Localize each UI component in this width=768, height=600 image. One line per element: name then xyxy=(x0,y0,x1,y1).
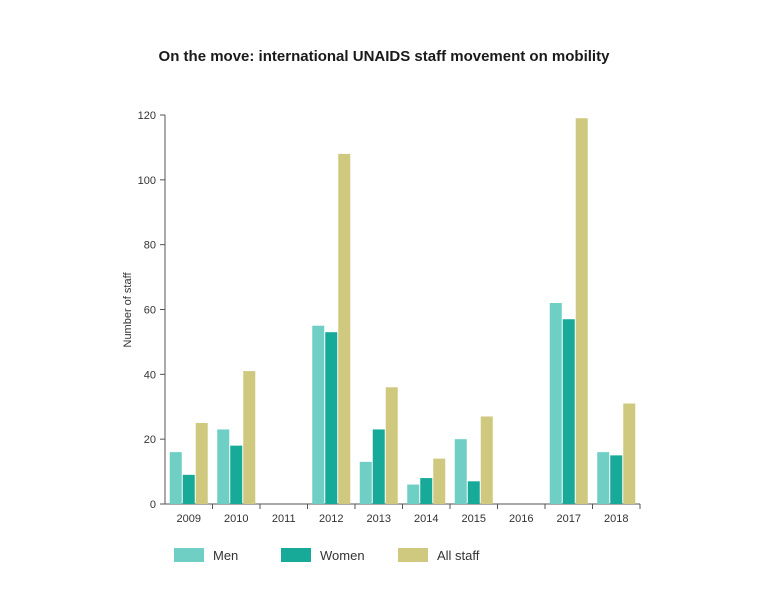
y-tick-label: 0 xyxy=(150,499,156,511)
bar-all-staff-2017 xyxy=(575,118,588,504)
legend-label: Men xyxy=(213,548,238,563)
x-tick-label: 2009 xyxy=(177,513,201,525)
x-tick-label: 2011 xyxy=(272,513,296,525)
y-tick-label: 80 xyxy=(144,240,156,252)
bar-men-2017 xyxy=(549,303,562,504)
y-tick-label: 100 xyxy=(138,175,156,187)
bar-men-2013 xyxy=(359,461,372,504)
y-tick-label: 20 xyxy=(144,434,156,446)
legend-label: Women xyxy=(320,548,365,563)
bar-all-staff-2009 xyxy=(195,422,208,504)
y-axis: 0 20 40 60 80 100 120 xyxy=(138,110,166,511)
legend-swatch xyxy=(398,548,428,562)
bars-group xyxy=(169,118,636,504)
bar-all-staff-2013 xyxy=(385,387,398,504)
x-tick-label: 2012 xyxy=(319,513,343,525)
bar-women-2017 xyxy=(562,319,575,504)
bar-women-2013 xyxy=(372,429,385,504)
x-tick-label: 2017 xyxy=(557,513,581,525)
bar-women-2012 xyxy=(325,332,338,504)
x-tick-label: 2013 xyxy=(367,513,391,525)
bar-men-2010 xyxy=(217,429,230,504)
bar-women-2014 xyxy=(420,478,433,504)
bar-men-2012 xyxy=(312,325,325,504)
legend: Men Women All staff xyxy=(174,548,480,563)
bar-women-2018 xyxy=(610,455,623,504)
y-axis-label: Number of staff xyxy=(122,272,134,348)
y-tick-label: 60 xyxy=(144,305,156,317)
bar-all-staff-2015 xyxy=(480,416,493,504)
bar-women-2009 xyxy=(182,474,195,504)
legend-swatch xyxy=(174,548,204,562)
x-tick-label: 2010 xyxy=(224,513,248,525)
bar-all-staff-2012 xyxy=(338,153,351,504)
y-tick-label: 120 xyxy=(138,110,156,122)
bar-women-2015 xyxy=(467,481,480,504)
legend-label: All staff xyxy=(437,548,480,563)
bar-men-2015 xyxy=(454,439,467,504)
x-axis: 2009 2010 2011 2012 2013 2014 2015 2016 2017 2018 xyxy=(165,503,641,525)
x-tick-label: 2018 xyxy=(604,513,628,525)
bar-men-2009 xyxy=(169,452,182,504)
chart-title: On the move: international UNAIDS staff … xyxy=(158,48,610,65)
y-tick-label: 40 xyxy=(144,369,156,381)
bar-all-staff-2014 xyxy=(433,458,446,504)
bar-all-staff-2010 xyxy=(243,371,256,504)
x-tick-label: 2015 xyxy=(462,513,486,525)
bar-men-2014 xyxy=(407,484,420,504)
bar-men-2018 xyxy=(597,452,610,504)
bar-women-2010 xyxy=(230,445,243,504)
legend-swatch xyxy=(281,548,311,562)
bar-all-staff-2018 xyxy=(623,403,636,504)
x-tick-label: 2014 xyxy=(414,513,438,525)
x-tick-label: 2016 xyxy=(509,513,533,525)
